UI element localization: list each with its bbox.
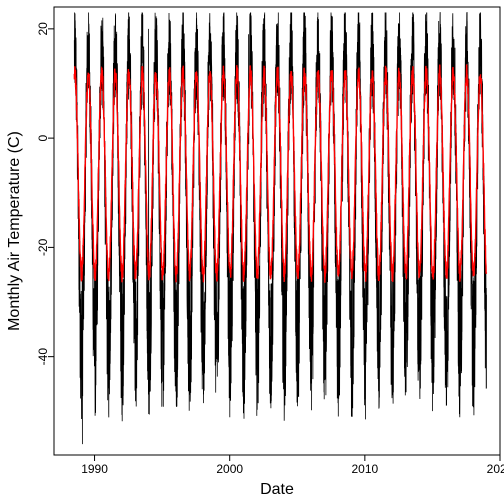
y-tick-label: -20 <box>36 238 50 256</box>
y-tick-label: 20 <box>36 22 50 36</box>
series-layer <box>73 12 488 445</box>
y-tick-label: -40 <box>36 348 50 366</box>
series-line-smoothed <box>73 64 488 283</box>
y-axis: -40 -20 0 20 <box>36 22 54 365</box>
x-axis: 1990 2000 2010 2020 <box>81 455 504 476</box>
series-line-daily <box>73 12 487 445</box>
x-axis-title: Date <box>260 481 294 498</box>
y-axis-title: Monthly Air Temperature (C) <box>6 131 23 331</box>
plot-frame <box>53 6 501 456</box>
x-tick-label: 2000 <box>216 462 243 476</box>
x-tick-label: 1990 <box>81 462 108 476</box>
x-tick-label: 2010 <box>351 462 378 476</box>
y-tick-label: 0 <box>36 134 50 141</box>
x-tick-label: 2020 <box>487 462 504 476</box>
